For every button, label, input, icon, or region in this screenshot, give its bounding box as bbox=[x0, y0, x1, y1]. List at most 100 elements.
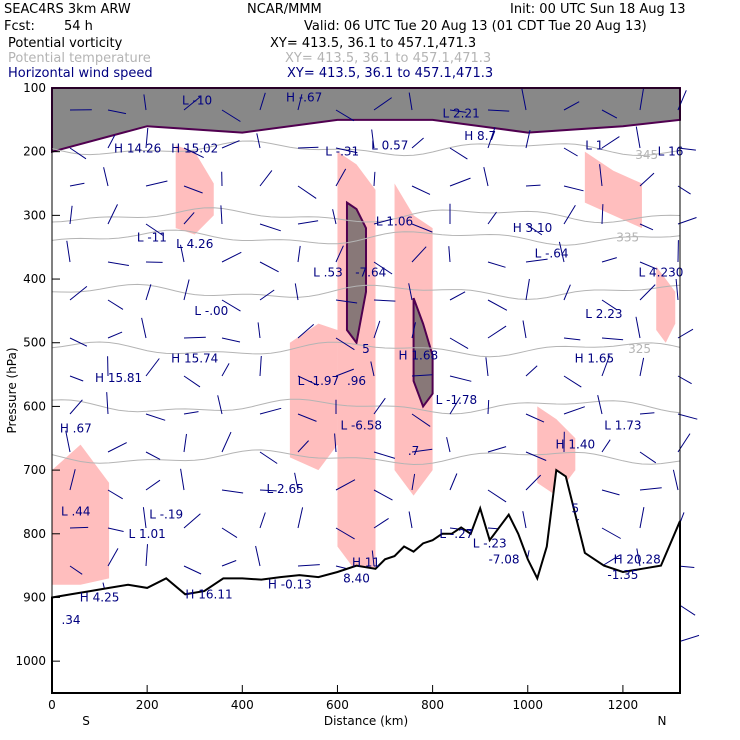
wind-vector-20 bbox=[107, 299, 124, 310]
x-tick-label-2: 400 bbox=[231, 698, 254, 712]
hl-label-17: -7.64 bbox=[355, 266, 386, 280]
hl-label-29: L -6.58 bbox=[340, 419, 382, 433]
hl-label-25: L -1.97 bbox=[298, 374, 340, 388]
wind-vector-170 bbox=[487, 299, 508, 311]
y-axis-label: Pressure (hPa) bbox=[5, 347, 19, 433]
hl-label-15: L 4.230 bbox=[639, 266, 684, 280]
wind-vector-195 bbox=[563, 101, 580, 111]
wind-vector-30 bbox=[143, 94, 147, 111]
hl-label-13: H 3.10 bbox=[513, 221, 553, 235]
wind-vector-7 bbox=[69, 375, 84, 382]
wind-vector-183 bbox=[525, 223, 543, 236]
high-pv-region-1 bbox=[345, 200, 367, 346]
wind-vector-173 bbox=[487, 399, 490, 415]
wind-vector-138 bbox=[411, 223, 433, 233]
wind-vector-83 bbox=[259, 407, 282, 415]
wind-vector-70 bbox=[221, 489, 244, 494]
wind-vector-180 bbox=[521, 88, 527, 111]
hl-label-38: L -.27 bbox=[439, 527, 473, 541]
wind-vector-168 bbox=[487, 211, 497, 225]
wind-vector-181 bbox=[525, 129, 531, 149]
wind-vector-184 bbox=[525, 258, 548, 263]
wind-vector-9 bbox=[65, 430, 71, 453]
hl-label-12: L 1.06 bbox=[376, 215, 413, 229]
forecast-label: Fcst: bbox=[4, 19, 35, 34]
wind-vector-77 bbox=[259, 170, 273, 187]
wind-vector-106 bbox=[335, 147, 358, 154]
wind-vector-211 bbox=[601, 136, 620, 149]
wind-vector-146 bbox=[408, 511, 413, 529]
wind-vector-61 bbox=[221, 140, 240, 149]
wind-vector-122 bbox=[373, 171, 376, 187]
wind-vector-25 bbox=[107, 489, 123, 500]
wind-vector-96 bbox=[297, 324, 315, 339]
wind-vector-101 bbox=[297, 507, 304, 529]
wind-vector-196 bbox=[563, 147, 578, 157]
hl-label-33: L 2.65 bbox=[267, 482, 304, 496]
wind-vector-150 bbox=[449, 109, 467, 113]
terrain-layer bbox=[51, 468, 681, 694]
wind-vector-72 bbox=[221, 560, 237, 567]
wind-vector-42 bbox=[145, 544, 148, 567]
hl-label-layer: L -10 H -.67 H 14.26 H 15.02 L -.31 L 0.57 L 2… bbox=[60, 91, 684, 627]
wind-vector-217 bbox=[601, 355, 611, 377]
hl-label-36: L 1.01 bbox=[129, 527, 166, 541]
wind-vector-17 bbox=[103, 167, 109, 187]
wind-vector-86 bbox=[259, 512, 266, 529]
wind-vector-111 bbox=[335, 337, 355, 351]
hl-label-18: L -.00 bbox=[194, 304, 228, 318]
wind-vector-236 bbox=[639, 507, 645, 529]
hl-label-22: H 1.68 bbox=[399, 348, 439, 362]
wind-vector-235 bbox=[639, 487, 662, 491]
wind-vector-151 bbox=[449, 147, 468, 160]
hl-label-37: 5 bbox=[572, 501, 580, 515]
valid-time: Valid: 06 UTC Tue 20 Aug 13 (01 CDT Tue … bbox=[304, 19, 647, 34]
wind-vector-93 bbox=[297, 220, 319, 225]
wind-vector-12 bbox=[69, 565, 83, 575]
wind-vector-152 bbox=[449, 177, 471, 187]
wind-vector-127 bbox=[370, 361, 375, 377]
wind-vector-215 bbox=[601, 299, 617, 311]
hl-label-14: L -.64 bbox=[535, 247, 569, 261]
hl-label-40: -7.08 bbox=[488, 552, 519, 566]
wind-vector-37 bbox=[145, 358, 160, 377]
wind-vector-169 bbox=[487, 261, 506, 268]
wind-vector-81 bbox=[257, 322, 261, 339]
x-tick-label-6: 1200 bbox=[608, 698, 639, 712]
wind-vector-47 bbox=[183, 185, 203, 194]
hl-label-47: H 4.25 bbox=[80, 590, 120, 604]
wind-vector-185 bbox=[525, 278, 530, 301]
wind-vector-154 bbox=[448, 246, 451, 263]
wind-vector-87 bbox=[255, 545, 261, 567]
wind-vector-210 bbox=[601, 109, 618, 119]
wind-vector-98 bbox=[297, 413, 317, 422]
wind-vector-126 bbox=[373, 320, 381, 339]
wind-vector-layer bbox=[65, 88, 700, 655]
wind-vector-141 bbox=[411, 322, 416, 339]
wind-vector-63 bbox=[220, 205, 223, 225]
wind-vector-254 bbox=[677, 634, 700, 643]
wind-vector-136 bbox=[411, 137, 424, 149]
wind-vector-48 bbox=[183, 212, 195, 225]
wind-vector-41 bbox=[142, 507, 147, 529]
wind-vector-18 bbox=[107, 204, 118, 225]
hl-label-41: H 20.28 bbox=[614, 552, 661, 566]
hl-label-11: L 4.26 bbox=[176, 237, 213, 251]
wind-vector-189 bbox=[525, 451, 547, 461]
hl-label-30: L 1.73 bbox=[604, 419, 641, 433]
wind-vector-53 bbox=[183, 411, 199, 415]
terrain-profile bbox=[51, 468, 681, 694]
wind-vector-55 bbox=[180, 468, 185, 491]
y-tick-label-5: 600 bbox=[23, 399, 46, 413]
hl-label-46: H 16.11 bbox=[185, 587, 232, 601]
wind-vector-112 bbox=[335, 368, 354, 377]
theta-contour-3 bbox=[51, 283, 681, 300]
wind-vector-202 bbox=[563, 375, 582, 388]
wind-vector-218 bbox=[597, 394, 603, 415]
wind-vector-23 bbox=[106, 392, 109, 415]
hl-label-24: H 15.81 bbox=[95, 371, 142, 385]
hl-label-10: L -11 bbox=[137, 231, 167, 245]
y-tick-label-3: 400 bbox=[23, 272, 46, 286]
high-pv-layer bbox=[51, 87, 681, 409]
theta-contour-1 bbox=[51, 207, 681, 224]
